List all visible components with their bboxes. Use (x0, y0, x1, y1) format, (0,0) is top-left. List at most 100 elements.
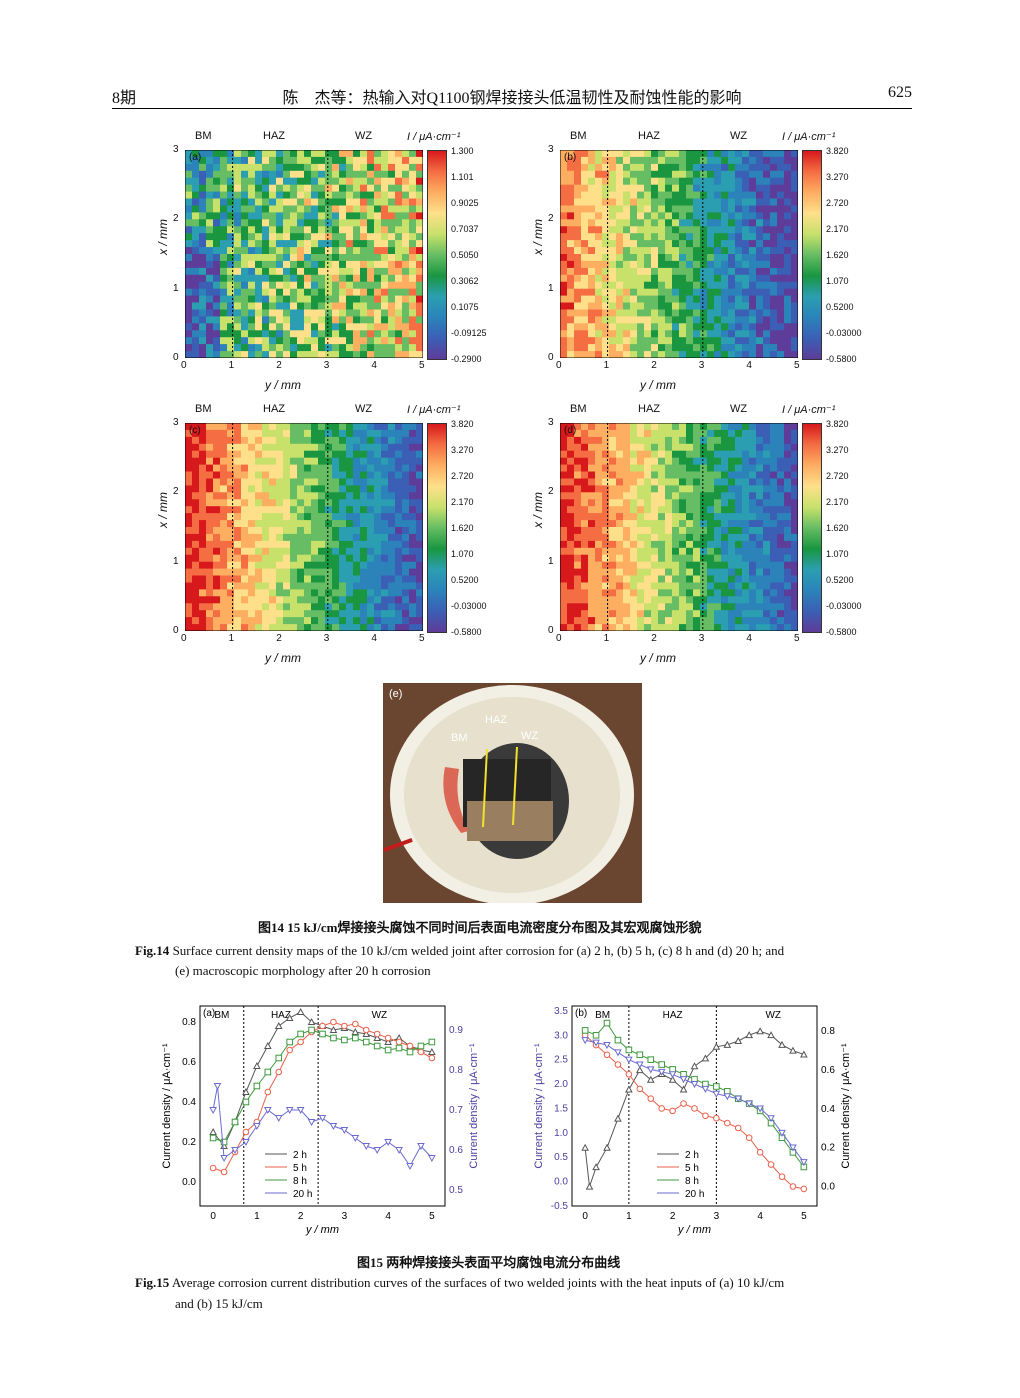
x-tick: 2 (651, 360, 657, 371)
data-point (646, 1075, 655, 1083)
zone-label-bm: BM (570, 130, 587, 142)
colorbar-tick: 0.5200 (826, 302, 854, 312)
data-point (307, 1119, 316, 1127)
data-point (767, 1031, 775, 1039)
panel-label: (d) (564, 425, 577, 436)
colorbar (802, 150, 822, 360)
data-point (352, 1020, 359, 1028)
running-header: 8期 陈 杰等：热输入对Q1100钢焊接接头低温韧性及耐蚀性能的影响 625 (112, 84, 912, 109)
colorbar-tick: 0.9025 (451, 198, 479, 208)
y-axis-label: x / mm (531, 219, 545, 255)
data-point (406, 1048, 414, 1056)
colorbar-tick: -0.03000 (826, 328, 862, 338)
data-point (701, 1054, 710, 1062)
colorbar-tick: 3.820 (826, 146, 849, 156)
data-point (341, 1036, 348, 1044)
colorbar-tick: 0.5050 (451, 250, 479, 260)
colorbar-tick: 2.720 (826, 471, 849, 481)
data-point (603, 1019, 611, 1027)
data-point (362, 1029, 371, 1037)
data-point (756, 1149, 764, 1156)
data-point (373, 1033, 382, 1041)
data-point (242, 1139, 250, 1147)
data-point (286, 1046, 293, 1054)
plot-frame (571, 1005, 818, 1207)
colorbar (427, 423, 447, 633)
data-point (712, 1090, 721, 1098)
x-tick: 5 (794, 360, 800, 371)
y-tick: 0 (548, 352, 554, 363)
macro-photo: (e) BM HAZ WZ (383, 683, 642, 903)
data-point (713, 1083, 720, 1090)
y-tick: 2 (173, 486, 179, 498)
data-point (756, 1105, 764, 1113)
y2-tick: 0.2 (821, 1143, 835, 1154)
data-point (362, 1038, 370, 1046)
data-point (635, 1061, 644, 1069)
data-point (657, 1068, 666, 1076)
data-point (395, 1038, 403, 1046)
data-point (603, 1042, 611, 1050)
x-axis-label: y / mm (677, 1224, 711, 1236)
data-point (789, 1046, 797, 1054)
data-point (702, 1112, 709, 1120)
series-line (584, 1030, 805, 1187)
data-point (745, 1100, 754, 1108)
fig14-caption-cn: 图14 15 kJ/cm焊接接头腐蚀不同时间后表面电流密度分布图及其宏观腐蚀形貌 (258, 920, 702, 935)
data-point (646, 1066, 655, 1074)
colorbar-tick: 0.5200 (451, 575, 479, 585)
zone-label-wz: WZ (355, 130, 373, 142)
colorbar-tick: -0.09125 (451, 328, 487, 338)
zone-label-wz: WZ (730, 403, 748, 415)
y-tick: 0 (173, 352, 179, 363)
colorbar-tick: -0.5800 (826, 354, 857, 364)
data-point (592, 1039, 600, 1047)
y-tick: 2 (548, 213, 554, 225)
fig15-caption-cn: 图15 两种焊接接头表面平均腐蚀电流分布曲线 (357, 1255, 621, 1270)
data-point (723, 1093, 732, 1101)
current-density-map-1: BM HAZ WZ I / μA·cm⁻¹ (a) 1.300 1.101 0.9025 0.7… (115, 130, 487, 398)
data-point (351, 1135, 360, 1143)
map-unit: I / μA·cm⁻¹ (782, 131, 836, 143)
data-point (275, 1054, 283, 1062)
data-point (242, 1098, 250, 1106)
colorbar-tick: 2.170 (451, 497, 474, 507)
data-point (756, 1027, 764, 1035)
data-point (745, 1134, 753, 1142)
x-axis-label: y / mm (265, 651, 301, 665)
x-tick: 0 (210, 1211, 216, 1222)
plot-frame (199, 1005, 446, 1207)
y2-tick: 0.7 (449, 1105, 463, 1116)
y-tick: 2 (548, 486, 554, 498)
data-point (319, 1022, 326, 1030)
data-point (285, 1107, 294, 1115)
data-point (625, 1046, 633, 1054)
data-point (231, 1118, 239, 1126)
y2-tick: 0.9 (449, 1025, 463, 1036)
colorbar-tick: 0.3062 (451, 276, 479, 286)
zone-label-bm: BM (195, 130, 212, 142)
y-tick: 0.4 (182, 1097, 196, 1108)
data-point (209, 1164, 217, 1172)
x-tick: 4 (746, 633, 752, 644)
y-tick: 0 (173, 625, 179, 636)
data-point (745, 1031, 754, 1039)
x-tick: 5 (419, 360, 425, 371)
y-tick: 0.0 (554, 1177, 568, 1188)
issue-number: 8期 (112, 90, 137, 107)
x-tick: 4 (385, 1211, 391, 1222)
x-tick: 3 (323, 633, 330, 644)
data-point (723, 1040, 732, 1048)
y-tick: 3 (548, 417, 554, 428)
zone-label: BM (595, 1010, 610, 1021)
map-unit: I / μA·cm⁻¹ (407, 404, 461, 416)
data-point (614, 1036, 622, 1044)
x-axis-label: y / mm (305, 1224, 339, 1236)
data-point (319, 1030, 326, 1038)
colorbar-tick: 2.720 (451, 471, 474, 481)
colorbar-tick: 3.820 (826, 419, 849, 429)
y-tick: 1 (548, 282, 554, 294)
y2-tick: 0.0 (821, 1182, 835, 1193)
x-tick: 1 (228, 360, 235, 371)
colorbar-tick: 1.070 (451, 549, 474, 559)
